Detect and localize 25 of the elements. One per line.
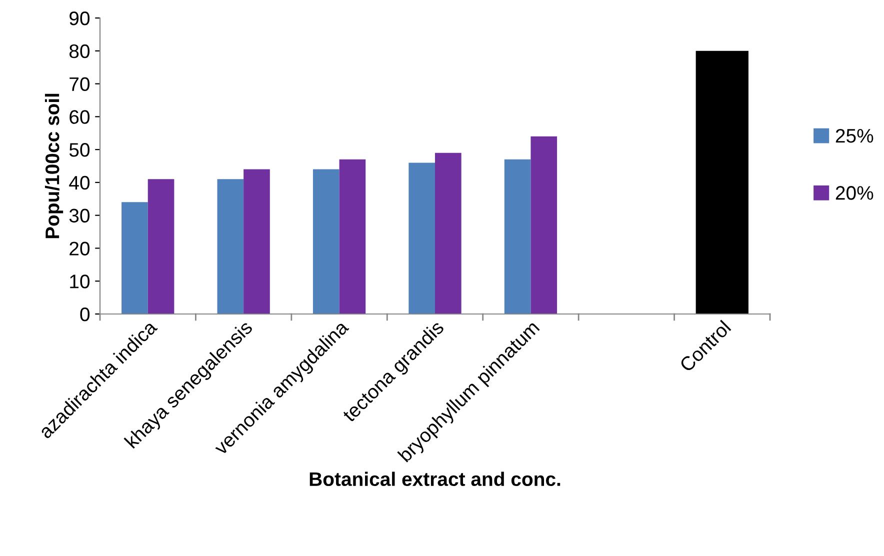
bar [217, 179, 244, 314]
y-axis-title: Popu/100cc soil [44, 94, 64, 238]
bar [435, 152, 462, 314]
y-tick-label: 80 [69, 44, 90, 58]
bar [148, 179, 174, 314]
bar [504, 159, 531, 314]
legend-label: 20% [836, 186, 874, 200]
bar [530, 136, 558, 314]
y-tick-label: 40 [69, 176, 90, 190]
y-tick-label: 20 [70, 242, 90, 256]
y-tick-label: 50 [69, 143, 90, 157]
bar [339, 159, 366, 314]
y-tick-label: 90 [70, 11, 90, 26]
y-tick-label: 0 [80, 307, 90, 322]
bar [312, 169, 340, 314]
legend-label: 25% [836, 128, 874, 143]
y-tick-label: 60 [70, 110, 90, 124]
x-axis-title: Botanical extract and conc. [310, 472, 560, 486]
y-tick-label: 70 [70, 77, 90, 92]
bar [408, 162, 435, 314]
bar [696, 50, 748, 314]
y-tick-label: 30 [69, 208, 90, 223]
y-tick-label: 10 [70, 274, 90, 288]
bar [244, 169, 270, 314]
bar [122, 202, 148, 314]
